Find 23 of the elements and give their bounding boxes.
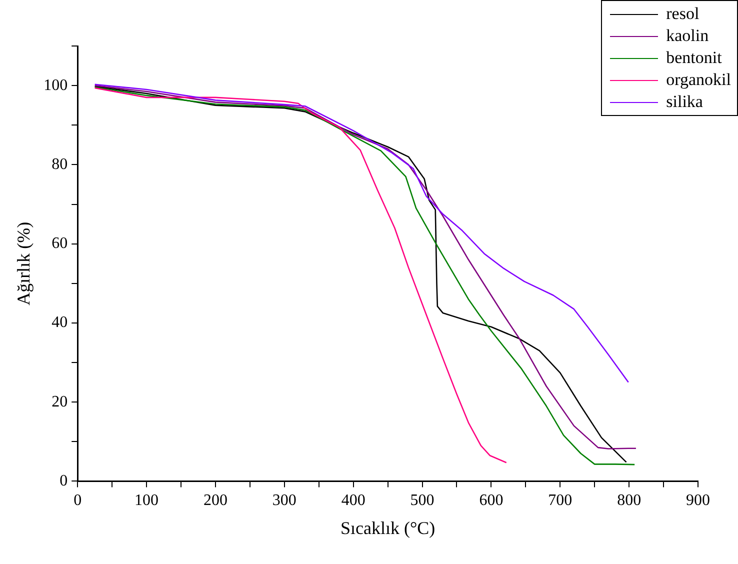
x-tick-label: 500 bbox=[410, 492, 434, 510]
y-axis-title: Ağırlık (%) bbox=[14, 222, 34, 306]
x-tick-label: 0 bbox=[74, 492, 82, 510]
legend-label: resol bbox=[666, 3, 700, 25]
x-tick-label: 300 bbox=[272, 492, 296, 510]
y-tick-label: 100 bbox=[44, 76, 68, 94]
legend-label: organokil bbox=[666, 69, 731, 91]
legend-label: kaolin bbox=[666, 25, 709, 47]
legend-label: bentonit bbox=[666, 47, 722, 69]
x-tick-label: 800 bbox=[617, 492, 642, 510]
x-tick-label: 600 bbox=[479, 492, 504, 510]
x-tick-label: 200 bbox=[203, 492, 228, 510]
y-tick-label: 80 bbox=[52, 156, 68, 173]
y-tick-label: 20 bbox=[52, 393, 68, 410]
x-tick-label: 400 bbox=[341, 492, 366, 510]
legend-label: silika bbox=[666, 91, 703, 113]
x-axis-title: Sıcaklık (°C) bbox=[340, 518, 436, 538]
y-tick-label: 60 bbox=[52, 235, 68, 252]
x-tick-label: 900 bbox=[686, 492, 710, 510]
x-tick-label: 700 bbox=[548, 492, 572, 510]
y-tick-label: 40 bbox=[52, 314, 68, 332]
y-tick-label: 0 bbox=[60, 472, 68, 490]
x-tick-label: 100 bbox=[134, 492, 159, 510]
